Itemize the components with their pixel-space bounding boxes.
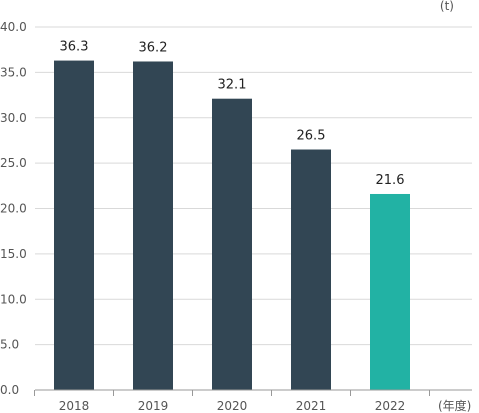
bar-2021 xyxy=(291,149,331,390)
x-tick-label-2018: 2018 xyxy=(59,399,90,413)
y-tick-label: 10.0 xyxy=(0,292,27,306)
bar-2022 xyxy=(370,193,410,390)
bar-2018 xyxy=(54,60,94,390)
data-label-2022: 21.6 xyxy=(376,173,405,188)
y-tick-label: 25.0 xyxy=(0,156,27,170)
y-tick-label: 20.0 xyxy=(0,202,27,216)
data-label-2019: 36.2 xyxy=(139,40,168,55)
y-unit-label: (t) xyxy=(440,0,454,13)
bars xyxy=(54,60,410,391)
x-tick-label-2020: 2020 xyxy=(217,399,248,413)
y-tick-label: 30.0 xyxy=(0,111,27,125)
data-label-2021: 26.5 xyxy=(297,129,326,144)
y-tick-label: 5.0 xyxy=(0,338,19,352)
data-labels: 36.3 36.2 32.1 26.5 21.6 xyxy=(60,40,405,188)
y-tick-label: 40.0 xyxy=(0,20,27,34)
x-unit-label: (年度) xyxy=(438,398,471,413)
data-label-2020: 32.1 xyxy=(218,78,247,93)
x-tick-labels: 2018 2019 2020 2021 2022 xyxy=(59,399,406,413)
x-tick-label-2022: 2022 xyxy=(375,399,406,413)
bar-2019 xyxy=(133,61,173,391)
x-axis xyxy=(34,389,472,396)
y-tick-label: 35.0 xyxy=(0,65,27,79)
x-tick-label-2021: 2021 xyxy=(296,399,327,413)
bar-2020 xyxy=(212,98,252,390)
gridlines xyxy=(35,26,472,346)
y-tick-label: 0.0 xyxy=(0,383,19,397)
y-tick-labels: 0.0 5.0 10.0 15.0 20.0 25.0 30.0 35.0 40.0 xyxy=(0,20,27,397)
data-label-2018: 36.3 xyxy=(60,40,89,55)
x-tick-label-2019: 2019 xyxy=(138,399,169,413)
y-tick-label: 15.0 xyxy=(0,247,27,261)
